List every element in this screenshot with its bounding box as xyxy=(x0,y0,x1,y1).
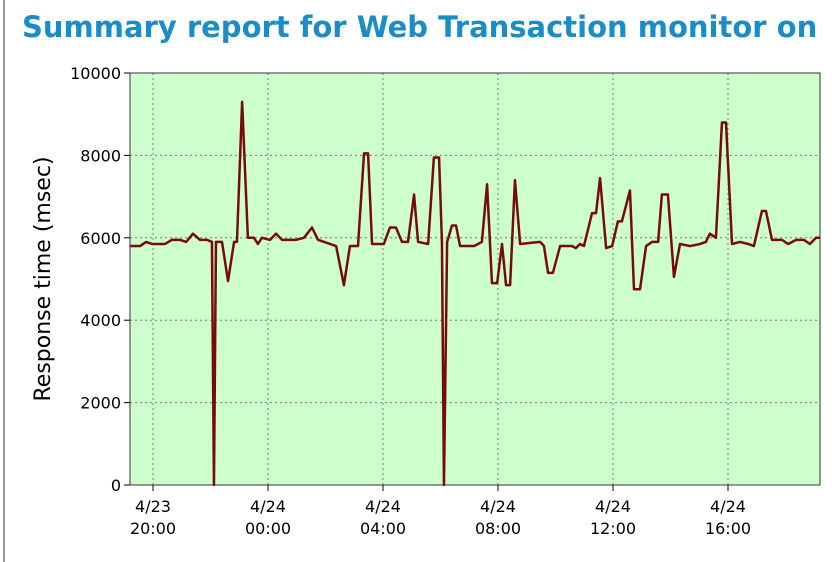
y-tick-label: 10000 xyxy=(70,64,121,83)
y-tick-label: 8000 xyxy=(80,146,121,165)
x-tick-label: 4/23 20:00 xyxy=(129,497,177,538)
y-tick-label: 2000 xyxy=(80,394,121,413)
y-tick-label: 0 xyxy=(111,476,121,495)
plot-frame xyxy=(129,72,821,486)
y-tick-label: 6000 xyxy=(80,229,121,248)
x-tick-label: 4/24 16:00 xyxy=(704,497,752,538)
report-title: Summary report for Web Transaction monit… xyxy=(22,10,818,44)
y-tick-label: 4000 xyxy=(80,311,121,330)
x-tick-label: 4/24 04:00 xyxy=(359,497,407,538)
plot-background xyxy=(130,73,820,485)
y-axis-label: Response time (msec) xyxy=(31,156,56,401)
series-line xyxy=(130,100,820,487)
panel-border xyxy=(3,0,5,562)
x-tick-label: 4/24 08:00 xyxy=(474,497,522,538)
x-tick-label: 4/24 12:00 xyxy=(589,497,637,538)
x-tick-label: 4/24 00:00 xyxy=(244,497,292,538)
